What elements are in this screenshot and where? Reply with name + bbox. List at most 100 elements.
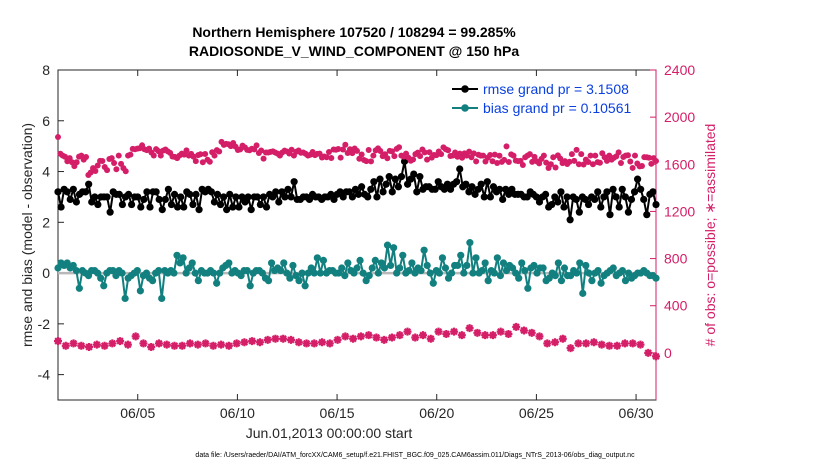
- series-bias-point: [652, 274, 660, 282]
- y-axis-right-ticks: 2400 2000 1600 1200 800 400 0: [650, 62, 695, 400]
- series-possible-point: [596, 159, 603, 166]
- y-right-tick-label: 2400: [664, 62, 695, 78]
- series-assimilated-point-star: [574, 339, 583, 348]
- series-rmse-point: [54, 188, 62, 196]
- series-rmse-point: [232, 193, 240, 201]
- series-assimilated-point-star: [248, 337, 257, 346]
- series-possible-point: [496, 152, 503, 159]
- series-possible-point: [339, 146, 346, 153]
- series-rmse-point: [134, 193, 142, 201]
- series-bias-point: [371, 256, 379, 264]
- series-possible-point: [384, 155, 391, 162]
- series-rmse-point: [94, 200, 102, 209]
- series-rmse-point: [640, 195, 648, 204]
- series-rmse-point: [146, 203, 154, 211]
- series-possible-point: [157, 152, 164, 159]
- series-possible-point: [99, 157, 106, 164]
- series-possible-point: [199, 159, 206, 166]
- series-possible-point: [358, 151, 365, 158]
- series-bias-point: [515, 274, 523, 282]
- series-possible-point: [108, 155, 115, 162]
- series-rmse-point: [453, 178, 461, 186]
- series-assimilated-point-star: [551, 338, 560, 347]
- x-tick-label: 06/20: [419, 405, 454, 421]
- series-assimilated-point-star: [232, 339, 241, 348]
- x-tick-label: 06/30: [619, 405, 654, 421]
- series-bias-point: [75, 284, 83, 292]
- series-bias-point: [521, 266, 529, 275]
- series-rmse-point: [118, 200, 126, 209]
- series-assimilated-point-star: [333, 335, 342, 344]
- series-assimilated-point-star: [434, 327, 443, 336]
- y-left-tick-label: -2: [38, 316, 51, 332]
- series-bias-point: [478, 266, 486, 275]
- series-rmse-point: [584, 200, 593, 209]
- series-rmse-point: [272, 188, 280, 196]
- series-possible-point: [328, 155, 335, 162]
- series-rmse-point: [575, 208, 583, 216]
- series-bias-point: [148, 277, 157, 285]
- series-bias-point: [597, 279, 605, 287]
- series-possible-point: [410, 156, 417, 163]
- series-assimilated-point-star: [318, 338, 327, 347]
- series-possible-point: [73, 159, 80, 166]
- series-rmse-point: [572, 195, 580, 204]
- series-assimilated-point-star: [310, 339, 319, 348]
- series-assimilated-point-star: [628, 339, 637, 348]
- series-possible-point: [323, 154, 330, 161]
- x-axis-ticks: 06/05 06/10 06/15 06/20 06/25 06/30: [120, 70, 654, 421]
- series-assimilated-point-star: [535, 332, 544, 341]
- series-assimilated-point-star: [387, 333, 396, 342]
- series-rmse-point: [477, 180, 485, 188]
- series-rmse-point: [391, 175, 399, 183]
- series-bias: [54, 239, 660, 303]
- series-bias-point: [380, 264, 389, 272]
- series-layer: [54, 134, 660, 361]
- series-possible-point: [211, 152, 218, 159]
- series-assimilated-point-star: [465, 324, 474, 333]
- series-rmse-point: [256, 200, 264, 209]
- series-possible-point: [580, 161, 587, 168]
- series-rmse-point: [290, 178, 298, 186]
- series-possible-point: [587, 152, 594, 159]
- series-possible-point: [92, 168, 99, 175]
- series-possible-point: [578, 151, 585, 158]
- series-rmse-point: [155, 195, 163, 204]
- series-rmse-point: [563, 193, 571, 201]
- series-possible-point: [104, 167, 111, 174]
- series-bias-point: [225, 259, 233, 267]
- series-assimilated-point-star: [558, 334, 567, 343]
- series-bias-point: [267, 259, 276, 267]
- series-rmse-point: [195, 206, 203, 214]
- series-possible-point: [494, 159, 501, 166]
- series-rmse-point: [566, 216, 574, 224]
- x-tick-label: 06/15: [320, 405, 355, 421]
- series-bias-point: [194, 277, 202, 285]
- series-possible-point: [617, 159, 624, 166]
- series-rmse-point: [213, 190, 222, 198]
- series-rmse-point: [253, 193, 261, 201]
- series-rmse-point: [413, 188, 421, 196]
- series-bias-point: [499, 259, 508, 267]
- series-assimilated-point-star: [302, 339, 311, 348]
- series-rmse-point: [66, 195, 74, 204]
- series-rmse-point: [216, 200, 225, 209]
- series-assimilated-point-star: [364, 331, 373, 340]
- series-bias-point: [438, 254, 447, 262]
- series-assimilated-point-star: [54, 337, 62, 346]
- series-bias-point: [551, 272, 559, 280]
- series-rmse-point: [72, 198, 80, 206]
- series-assimilated-point-star: [178, 341, 187, 350]
- series-assimilated-point-star: [419, 331, 428, 340]
- series-rmse-point: [180, 203, 188, 211]
- series-rmse-point: [416, 173, 424, 181]
- x-tick-label: 06/05: [120, 405, 155, 421]
- series-rmse-point: [167, 200, 176, 209]
- series-possible-point: [536, 160, 543, 167]
- series-rmse-point: [499, 195, 507, 204]
- series-rmse-point: [140, 195, 148, 204]
- series-bias-point: [426, 269, 434, 277]
- series-bias-point: [557, 277, 566, 285]
- series-possible-point: [335, 145, 342, 152]
- series-possible-point: [624, 152, 631, 159]
